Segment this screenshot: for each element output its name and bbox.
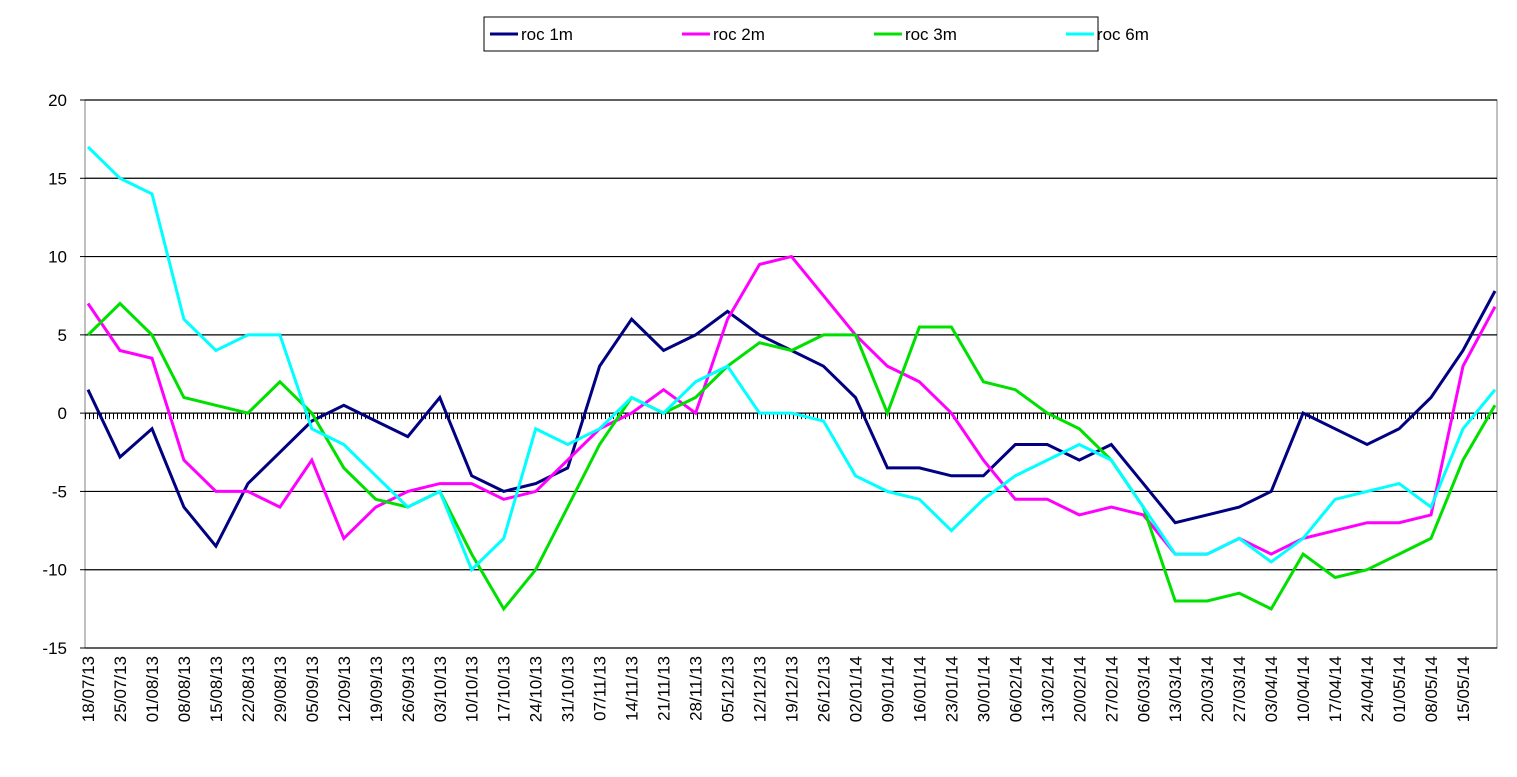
x-tick-label: 03/04/14 bbox=[1262, 656, 1281, 722]
x-tick-label: 24/10/13 bbox=[527, 656, 546, 722]
y-tick-label: -10 bbox=[42, 561, 67, 580]
x-tick-label: 28/11/13 bbox=[687, 656, 706, 721]
x-tick-label: 25/07/13 bbox=[111, 656, 130, 722]
x-tick-label: 21/11/13 bbox=[655, 656, 674, 721]
x-tick-label: 02/01/14 bbox=[846, 656, 865, 722]
x-tick-label: 17/04/14 bbox=[1326, 656, 1345, 722]
x-tick-label: 30/01/14 bbox=[974, 656, 993, 722]
legend-label: roc 6m bbox=[1097, 25, 1149, 44]
x-tick-label: 19/12/13 bbox=[783, 656, 802, 722]
x-tick-label: 05/12/13 bbox=[719, 656, 738, 722]
x-tick-label: 12/09/13 bbox=[335, 656, 354, 722]
series-line bbox=[86, 254, 1497, 556]
x-tick-label: 18/07/13 bbox=[79, 656, 98, 722]
legend-label: roc 1m bbox=[521, 25, 573, 44]
x-tick-label: 10/04/14 bbox=[1294, 656, 1313, 722]
x-tick-label: 09/01/14 bbox=[878, 656, 897, 722]
x-tick-label: 20/03/14 bbox=[1198, 656, 1217, 722]
x-tick-label: 01/05/14 bbox=[1390, 656, 1409, 722]
x-tick-label: 31/10/13 bbox=[559, 656, 578, 722]
x-tick-label: 19/09/13 bbox=[367, 656, 386, 722]
x-tick-label: 08/05/14 bbox=[1422, 656, 1441, 722]
y-tick-label: 10 bbox=[48, 248, 67, 267]
x-tick-label: 03/10/13 bbox=[431, 656, 450, 722]
x-tick-label: 06/03/14 bbox=[1134, 656, 1153, 722]
legend-label: roc 2m bbox=[713, 25, 765, 44]
plot-area bbox=[84, 99, 1498, 649]
x-tick-label: 13/02/14 bbox=[1038, 656, 1057, 722]
y-tick-label: 15 bbox=[48, 169, 67, 188]
x-tick-label: 26/12/13 bbox=[814, 656, 833, 722]
y-tick-label: 5 bbox=[58, 326, 67, 345]
x-tick-label: 22/08/13 bbox=[239, 656, 258, 722]
x-tick-label: 01/08/13 bbox=[143, 656, 162, 722]
series-line bbox=[86, 301, 1497, 612]
x-tick-label: 10/10/13 bbox=[463, 656, 482, 722]
x-tick-label: 12/12/13 bbox=[751, 656, 770, 722]
y-tick-label: -5 bbox=[52, 482, 67, 501]
x-tick-label: 20/02/14 bbox=[1070, 656, 1089, 722]
x-tick-label: 27/03/14 bbox=[1230, 656, 1249, 722]
x-tick-label: 23/01/14 bbox=[942, 656, 961, 722]
legend-box bbox=[483, 16, 1099, 52]
x-tick-label: 15/08/13 bbox=[207, 656, 226, 722]
legend-label: roc 3m bbox=[905, 25, 957, 44]
x-tick-label: 29/08/13 bbox=[271, 656, 290, 722]
x-tick-label: 06/02/14 bbox=[1006, 656, 1025, 722]
x-tick-label: 13/03/14 bbox=[1166, 656, 1185, 722]
x-tick-label: 16/01/14 bbox=[910, 656, 929, 722]
x-tick-label: 26/09/13 bbox=[399, 656, 418, 722]
x-tick-label: 05/09/13 bbox=[303, 656, 322, 722]
x-tick-label: 15/05/14 bbox=[1454, 656, 1473, 722]
x-tick-label: 08/08/13 bbox=[175, 656, 194, 722]
y-tick-label: -15 bbox=[42, 639, 67, 658]
x-tick-label: 14/11/13 bbox=[623, 656, 642, 721]
series-line bbox=[86, 145, 1497, 573]
x-tick-label: 07/11/13 bbox=[591, 656, 610, 721]
x-tick-label: 27/02/14 bbox=[1102, 656, 1121, 722]
x-tick-label: 24/04/14 bbox=[1358, 656, 1377, 722]
x-tick-label: 17/10/13 bbox=[495, 656, 514, 722]
y-tick-label: 20 bbox=[48, 91, 67, 110]
y-tick-label: 0 bbox=[58, 404, 67, 423]
